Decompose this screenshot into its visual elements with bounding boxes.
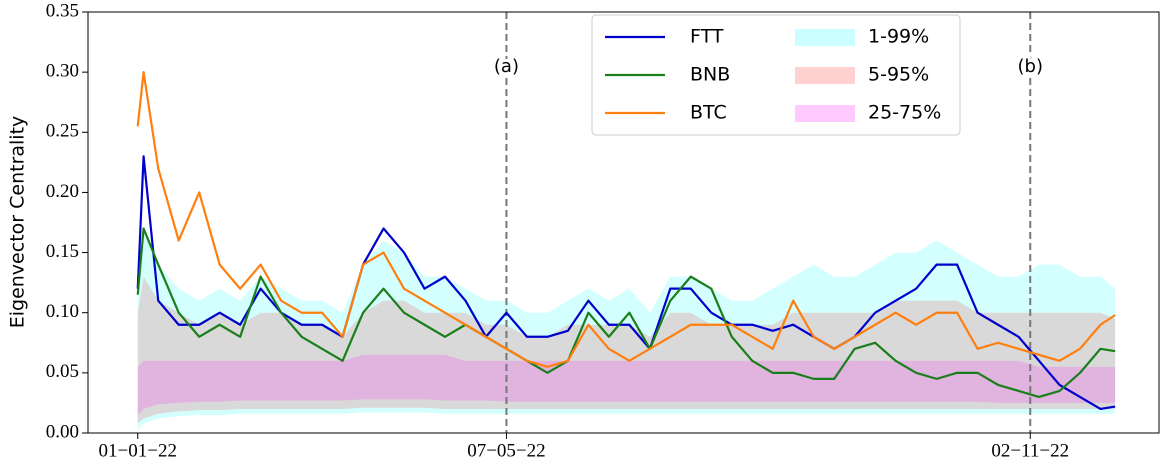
- x-tick-label: 01−01−22: [99, 440, 177, 461]
- y-tick-label: 0.30: [46, 61, 79, 82]
- plot-frame: [87, 11, 1160, 434]
- y-tick-label: 0.15: [46, 241, 79, 262]
- y-tick-label: 0.20: [46, 181, 79, 202]
- legend: FTT BNB BTC 1-99% 5-95% 25-75%: [591, 14, 961, 136]
- series-line: [136, 71, 1116, 368]
- band-area: [137, 354, 1116, 415]
- legend-label: 5-95%: [868, 64, 929, 86]
- legend-swatch: [795, 67, 855, 84]
- annotation-label: (a): [494, 56, 519, 77]
- band-area: [137, 276, 1116, 424]
- legend-label: BNB: [690, 64, 730, 86]
- legend-swatch: [795, 29, 855, 46]
- y-axis-label: Eigenvector Centrality: [7, 116, 29, 329]
- y-tick-label: 0.05: [46, 361, 79, 382]
- series-line: [136, 227, 1116, 399]
- legend-label: 1-99%: [868, 26, 929, 48]
- y-tick-label: 0.00: [46, 421, 79, 442]
- legend-swatch: [795, 105, 855, 122]
- annotation-label: (b): [1018, 56, 1043, 77]
- y-tick-label: 0.10: [46, 301, 79, 322]
- legend-box: [591, 14, 961, 136]
- y-tick-label: 0.25: [46, 121, 79, 142]
- legend-label: BTC: [690, 102, 727, 124]
- x-tick-label: 02−11−22: [991, 440, 1069, 461]
- band-area: [137, 228, 1116, 430]
- legend-label: FTT: [690, 26, 724, 48]
- x-tick-label: 07−05−22: [467, 440, 545, 461]
- legend-label: 25-75%: [868, 102, 941, 124]
- y-tick-label: 0.35: [46, 0, 79, 21]
